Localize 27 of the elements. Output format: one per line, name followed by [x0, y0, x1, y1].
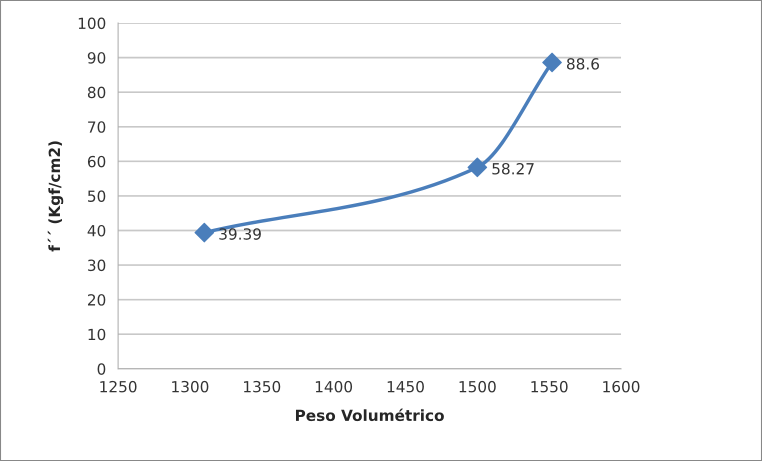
y-tick-label: 80 — [88, 86, 106, 98]
point — [194, 222, 214, 242]
y-tick-label: 0 — [98, 363, 106, 375]
point — [542, 52, 562, 72]
x-tick-label: 1300 — [172, 380, 208, 392]
point — [467, 157, 488, 178]
y-tick-label: 50 — [88, 190, 106, 202]
x-tick-label: 1500 — [460, 380, 496, 392]
data-label: 88.6 — [566, 58, 599, 70]
y-tick-label: 90 — [88, 52, 106, 64]
data-label: 58.27 — [492, 162, 534, 175]
y-axis-title: f´´ (Kgf/cm2) — [48, 141, 64, 252]
x-tick-label: 1250 — [100, 380, 137, 392]
x-tick-label: 1600 — [603, 380, 640, 392]
y-tick-label: 70 — [88, 121, 106, 133]
data-label: 39.39 — [219, 228, 261, 240]
y-tick-label: 60 — [88, 156, 106, 168]
y-tick-label: 10 — [88, 328, 106, 340]
x-tick-label: 1450 — [388, 380, 424, 392]
y-tick-label: 100 — [78, 18, 106, 30]
y-tick-label: 20 — [88, 294, 106, 306]
y-tick-label: 40 — [88, 224, 106, 237]
x-tick-label: 1350 — [244, 380, 280, 392]
x-tick-label: 1400 — [316, 380, 352, 392]
y-tick-label: 30 — [88, 260, 106, 272]
x-axis-title: Peso Volumétrico — [296, 408, 444, 422]
x-tick-label: 1550 — [531, 380, 568, 392]
